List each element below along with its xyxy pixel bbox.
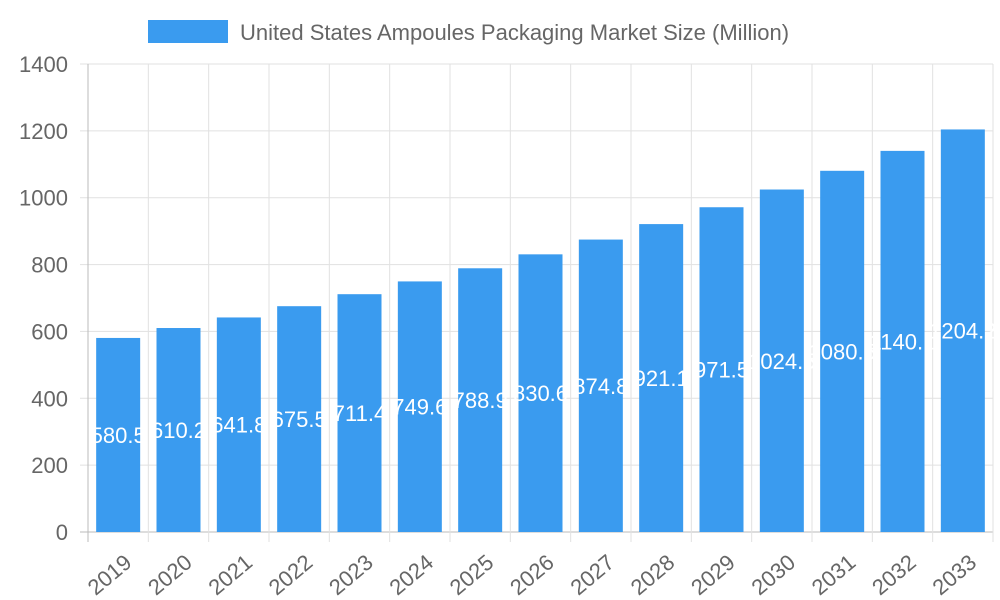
data-label: 874.8 <box>573 374 628 399</box>
y-tick-label: 600 <box>31 319 68 344</box>
data-label: 788.9 <box>453 388 508 413</box>
grid <box>80 63 994 542</box>
legend-label: United States Ampoules Packaging Market … <box>240 20 789 45</box>
y-tick-label: 800 <box>31 253 68 278</box>
bar <box>277 306 322 532</box>
data-label: 749.6 <box>392 395 447 420</box>
legend-swatch <box>148 20 228 43</box>
x-tick-label: 2021 <box>203 549 257 600</box>
bar <box>759 189 804 532</box>
bar <box>156 328 201 532</box>
bar <box>337 294 382 532</box>
x-tick-label: 2030 <box>746 549 800 600</box>
x-tick-label: 2022 <box>264 549 318 600</box>
bar <box>397 281 442 532</box>
x-tick-label: 2032 <box>867 549 921 600</box>
data-label: 971.5 <box>694 358 749 383</box>
y-tick-label: 1400 <box>19 52 68 77</box>
x-tick-label: 2031 <box>807 549 861 600</box>
data-label: 1140.1 <box>870 329 936 354</box>
y-tick-label: 1000 <box>19 186 68 211</box>
y-tick-label: 200 <box>31 453 68 478</box>
bar <box>639 224 684 533</box>
x-tick-label: 2024 <box>384 549 438 600</box>
data-labels: 580.5 610.2 641.8 675.5 711.4 749.6 788.9 830.6… <box>91 319 997 448</box>
bar <box>518 254 563 532</box>
data-label: 830.6 <box>513 381 568 406</box>
y-tick-label: 0 <box>56 520 68 545</box>
legend[interactable]: United States Ampoules Packaging Market … <box>148 20 789 45</box>
data-label: 641.8 <box>211 413 266 438</box>
bar <box>578 239 623 532</box>
data-label: 610.2 <box>151 418 206 443</box>
bar <box>699 207 744 532</box>
x-tick-label: 2020 <box>143 549 197 600</box>
bars <box>96 129 985 533</box>
data-label: 711.4 <box>333 401 386 426</box>
data-label: 580.5 <box>91 423 146 448</box>
data-label: 1204.2 <box>929 319 996 344</box>
x-tick-label: 2033 <box>927 549 981 600</box>
bar <box>820 170 865 532</box>
bar <box>216 317 261 532</box>
bar <box>96 337 141 532</box>
data-label: 1080.5 <box>809 339 876 364</box>
x-tick-label: 2028 <box>626 549 680 600</box>
data-label: 921.1 <box>634 366 689 391</box>
bar <box>880 150 925 532</box>
x-tick-label: 2026 <box>505 549 559 600</box>
y-tick-label: 1200 <box>19 119 68 144</box>
bar <box>940 129 985 533</box>
data-label: 675.5 <box>272 407 327 432</box>
y-tick-label: 400 <box>31 386 68 411</box>
y-axis: 0 200 400 600 800 1000 1200 1400 <box>19 52 68 545</box>
x-tick-label: 2027 <box>565 549 619 600</box>
bar <box>458 268 503 532</box>
x-tick-label: 2029 <box>686 549 740 600</box>
x-tick-label: 2023 <box>324 549 378 600</box>
x-tick-label: 2019 <box>83 549 137 600</box>
x-axis: 2019 2020 2021 2022 2023 2024 2025 2026 2027 2028… <box>83 549 981 600</box>
data-label: 1024.5 <box>748 349 815 374</box>
x-tick-label: 2025 <box>445 549 499 600</box>
